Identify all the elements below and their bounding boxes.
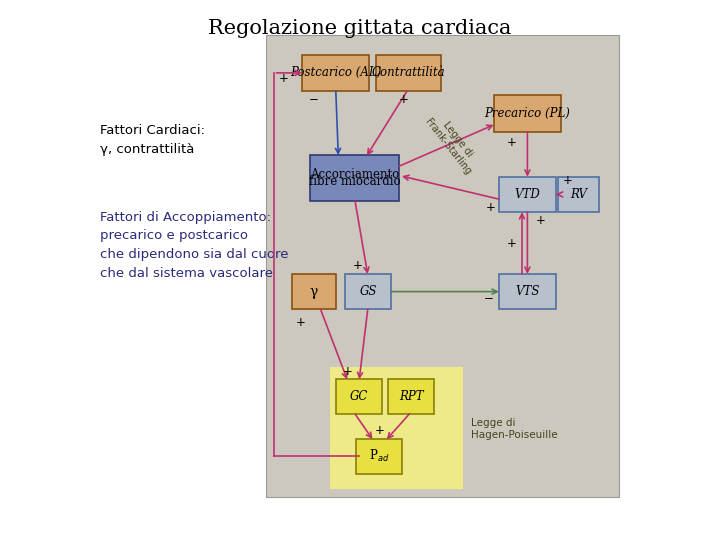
Text: −: − <box>483 292 493 305</box>
FancyBboxPatch shape <box>499 177 556 212</box>
Text: +: + <box>352 259 362 273</box>
Text: GC: GC <box>350 390 368 403</box>
Text: Legge di
Frank-Starling: Legge di Frank-Starling <box>423 110 482 177</box>
Text: γ: γ <box>310 285 318 299</box>
Text: RV: RV <box>570 188 588 201</box>
FancyBboxPatch shape <box>559 177 599 212</box>
FancyBboxPatch shape <box>345 274 391 309</box>
Text: VTD: VTD <box>515 188 540 201</box>
Text: GS: GS <box>359 285 377 298</box>
Text: VTS: VTS <box>516 285 539 298</box>
FancyBboxPatch shape <box>292 274 336 309</box>
FancyBboxPatch shape <box>494 95 561 132</box>
Text: Fattori di Accoppiamento:: Fattori di Accoppiamento: <box>99 211 271 224</box>
Text: RPT: RPT <box>399 390 423 403</box>
FancyBboxPatch shape <box>356 438 402 474</box>
Text: +: + <box>536 213 546 227</box>
FancyBboxPatch shape <box>302 55 369 91</box>
FancyBboxPatch shape <box>376 55 441 91</box>
Text: γ, contrattilità: γ, contrattilità <box>99 143 194 156</box>
Text: +: + <box>343 364 353 378</box>
Text: +: + <box>563 174 573 187</box>
Text: +: + <box>486 201 496 214</box>
Text: fibre miocardio: fibre miocardio <box>309 175 400 188</box>
Text: +: + <box>296 316 305 329</box>
Text: che dipendono sia dal cuore: che dipendono sia dal cuore <box>99 248 288 261</box>
FancyBboxPatch shape <box>388 379 434 415</box>
Text: Contrattilità: Contrattilità <box>372 66 446 79</box>
Text: −: − <box>309 93 319 106</box>
Text: Fattori Cardiaci:: Fattori Cardiaci: <box>99 124 204 137</box>
Text: +: + <box>398 93 408 106</box>
Text: +: + <box>374 424 384 437</box>
Text: Regolazione gittata cardiaca: Regolazione gittata cardiaca <box>208 19 512 38</box>
FancyBboxPatch shape <box>266 35 619 497</box>
Text: +: + <box>506 136 516 149</box>
Text: Accorciamento: Accorciamento <box>310 168 399 181</box>
Text: precarico e postcarico: precarico e postcarico <box>99 230 248 242</box>
Text: +: + <box>506 237 516 249</box>
Text: Postcarico (AL): Postcarico (AL) <box>290 66 382 79</box>
FancyBboxPatch shape <box>336 379 382 415</box>
Text: Precarico (PL): Precarico (PL) <box>485 107 570 120</box>
Text: che dal sistema vascolare: che dal sistema vascolare <box>99 267 273 280</box>
Text: +: + <box>279 72 288 85</box>
FancyBboxPatch shape <box>330 367 462 489</box>
Text: P$_{ad}$: P$_{ad}$ <box>369 448 390 464</box>
Text: Legge di
Hagen-Poiseuille: Legge di Hagen-Poiseuille <box>471 418 557 440</box>
FancyBboxPatch shape <box>310 156 399 201</box>
FancyBboxPatch shape <box>499 274 556 309</box>
